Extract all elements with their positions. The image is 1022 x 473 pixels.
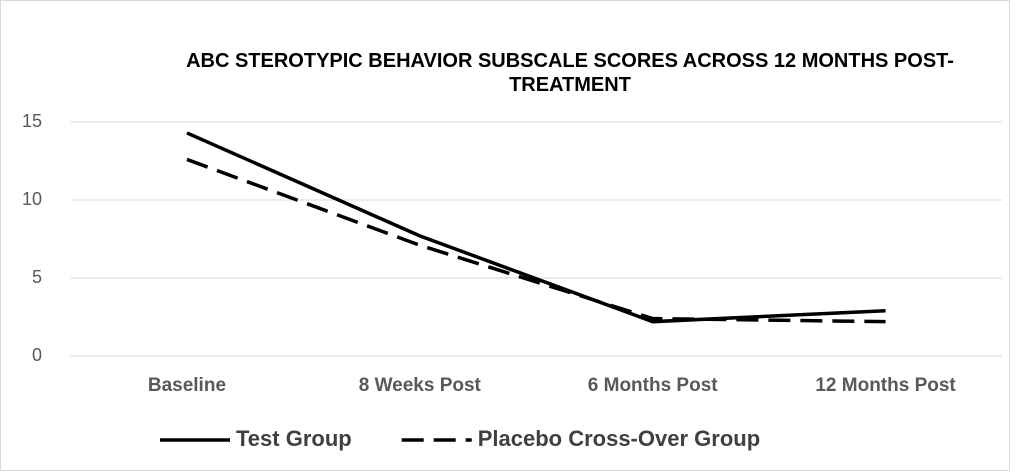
y-tick-label: 0	[32, 345, 42, 365]
y-tick-label: 5	[32, 267, 42, 287]
series-line	[186, 157, 886, 324]
x-tick-label: 12 Months Post	[815, 375, 956, 396]
chart-title: ABC STEROTYPIC BEHAVIOR SUBSCALE SCORES …	[186, 50, 954, 96]
x-tick-label: 8 Weeks Post	[359, 375, 482, 396]
y-tick-label: 10	[22, 189, 42, 209]
x-tick-label: 6 Months Post	[588, 375, 719, 396]
legend-label: Placebo Cross-Over Group	[478, 426, 760, 451]
x-tick-label: Baseline	[148, 375, 226, 396]
legend-label: Test Group	[236, 426, 352, 451]
series-line	[186, 131, 886, 324]
y-tick-label: 15	[22, 111, 42, 131]
